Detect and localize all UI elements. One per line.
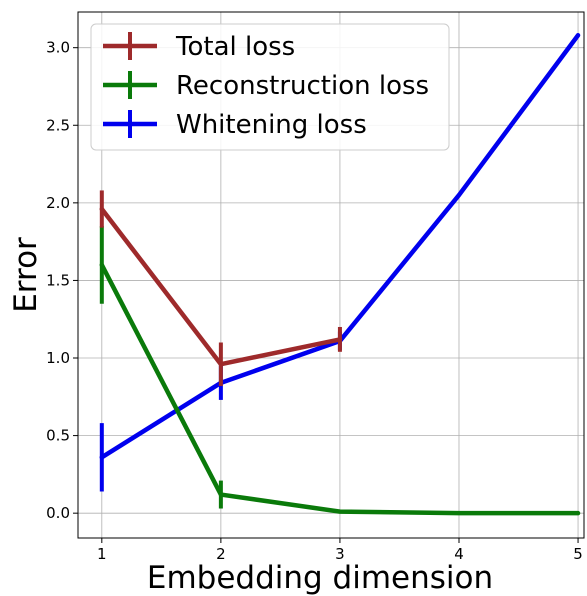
y-tick-label: 0.5 (46, 427, 70, 445)
y-tick-label: 2.0 (46, 194, 70, 212)
y-tick-label: 1.0 (46, 349, 70, 367)
series-line (99, 262, 581, 516)
legend-label: Reconstruction loss (176, 71, 429, 101)
legend-label: Total loss (175, 32, 295, 62)
x-tick-label: 4 (454, 545, 464, 563)
y-axis: 0.0 0.5 1.0 1.5 2.0 2.5 3.0 (46, 39, 78, 522)
y-axis-label: Error (8, 237, 44, 313)
x-axis-label: Embedding dimension (147, 560, 493, 596)
x-tick-label: 3 (335, 545, 345, 563)
series-total-loss (99, 190, 343, 386)
y-tick-label: 2.5 (46, 116, 70, 134)
series-reconstruction-loss (99, 226, 581, 516)
y-tick-label: 1.5 (46, 271, 70, 289)
x-axis: 1 2 3 4 5 (97, 538, 583, 563)
plot-frame (77, 11, 585, 539)
legend-box (90, 23, 450, 151)
x-tick-label: 2 (216, 545, 226, 563)
legend-label: Whitening loss (176, 110, 367, 140)
series-layer (99, 33, 581, 516)
x-tick-label: 1 (97, 545, 107, 563)
y-tick-label: 0.0 (46, 504, 70, 522)
x-tick-label: 5 (573, 545, 583, 563)
y-tick-label: 3.0 (46, 39, 70, 57)
legend: Total loss Reconstruction loss Whitening l… (90, 23, 450, 151)
